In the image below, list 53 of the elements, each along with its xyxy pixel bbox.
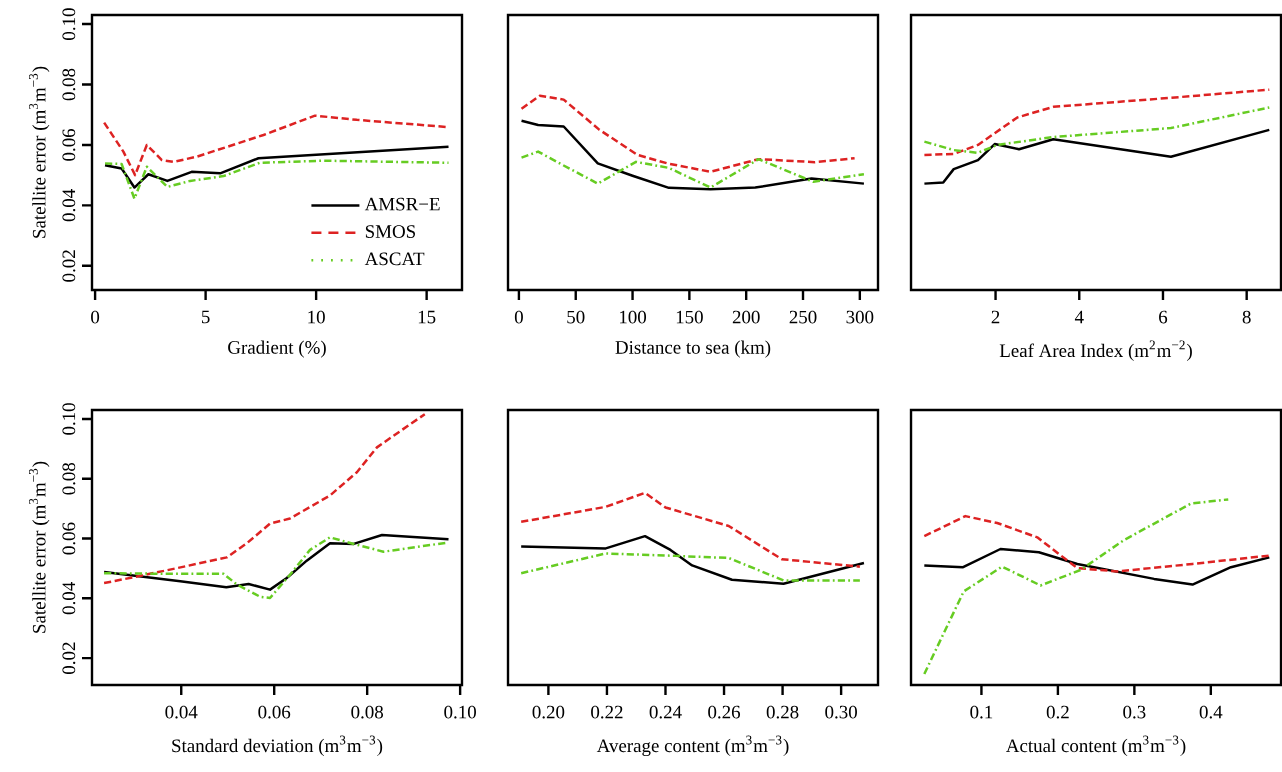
x-axis-title: Gradient (%) [228,340,326,358]
x-axis-title: Leaf Area Index (m$^{2}$m$^{−2}$) [999,340,1192,361]
line-series [102,536,448,600]
x-axis-title: Distance to sea (km) [615,340,771,358]
x-tick-label: 6 [1159,310,1168,324]
x-tick-label: 0.22 [591,705,623,719]
legend-label: SMOS [365,225,416,238]
line-series [103,145,450,189]
legend-label: AMSR−E [364,197,440,211]
y-tick-label: 0.06 [62,522,76,555]
x-tick-label: 300 [846,310,874,324]
x-tick-label: 0.2 [1046,705,1069,719]
x-tick-label: 8 [1242,310,1251,324]
y-tick-label: 0.08 [62,462,76,495]
x-tick-label: 200 [732,310,760,324]
x-tick-label: 0 [91,310,100,324]
x-tick-label: 0.30 [825,705,857,719]
x-tick-label: 0.3 [1123,705,1146,719]
x-tick-label: 150 [676,310,703,324]
legend-label: ASCAT [364,252,425,266]
x-tick-label: 0.26 [708,705,741,719]
x-tick-label: 15 [418,310,436,324]
x-tick-label: 0.4 [1199,705,1223,719]
y-tick-label: 0.06 [62,128,76,161]
y-tick-label: 0.10 [62,403,76,435]
line-series [102,412,427,585]
y-axis-title: Satellite error (m$^{3}$m$^{−3}$) [28,461,50,633]
x-tick-label: 0.10 [444,705,476,719]
y-tick-label: 0.08 [62,68,76,101]
x-tick-label: 0.06 [258,705,291,719]
x-axis-title: Average content (m$^{3}$m$^{−3}$) [596,735,789,757]
x-axis-title: Standard deviation (m$^{3}$m$^{−3}$) [172,735,383,756]
x-tick-label: 0.20 [532,705,565,719]
y-tick-label: 0.02 [62,642,76,674]
x-tick-label: 250 [789,310,817,324]
x-tick-label: 0.1 [970,705,993,719]
x-axis-title: Actual content (m$^{3}$m$^{−3}$) [1006,735,1186,756]
x-tick-label: 0 [514,310,523,324]
y-tick-label: 0.02 [62,250,76,282]
x-tick-label: 0.04 [165,705,198,719]
y-tick-label: 0.10 [62,8,76,40]
y-axis-title: Satellite error (m$^{3}$m$^{−3}$) [28,66,50,238]
x-tick-label: 100 [620,310,647,324]
x-tick-label: 2 [991,310,1000,324]
x-tick-label: 4 [1074,310,1084,324]
y-tick-label: 0.04 [62,189,76,222]
y-tick-label: 0.04 [62,582,76,615]
x-tick-label: 5 [201,310,210,324]
x-tick-label: 0.24 [649,705,682,719]
x-tick-label: 50 [567,310,585,324]
x-tick-label: 10 [308,310,325,324]
x-tick-label: 0.28 [766,705,799,719]
x-tick-label: 0.08 [351,705,384,719]
